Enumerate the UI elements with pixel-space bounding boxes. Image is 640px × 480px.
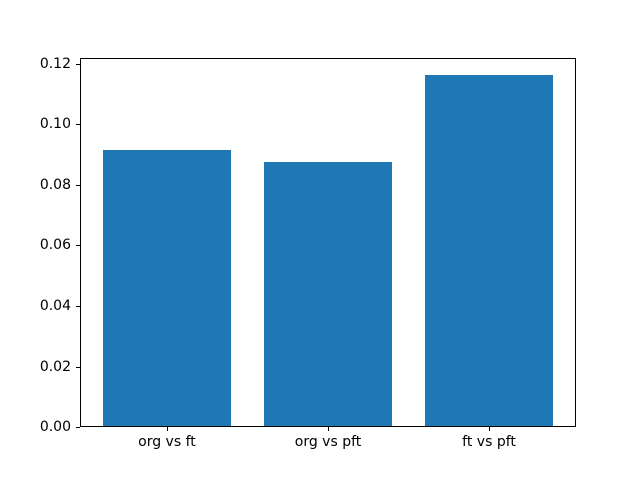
y-tick-mark bbox=[76, 306, 80, 308]
y-tick-mark bbox=[76, 63, 80, 65]
y-tick-mark bbox=[76, 427, 80, 429]
y-tick-label: 0.10 bbox=[39, 116, 71, 133]
y-tick-mark bbox=[76, 124, 80, 126]
x-tick-label: org vs pft bbox=[294, 434, 362, 451]
y-tick-label: 0.06 bbox=[39, 237, 71, 254]
x-tick-label: org vs ft bbox=[138, 434, 196, 451]
y-tick-label: 0.04 bbox=[39, 298, 71, 315]
y-tick-label: 0.12 bbox=[39, 55, 71, 72]
y-tick-label: 0.00 bbox=[39, 419, 71, 436]
bar-org-vs-ft bbox=[102, 150, 232, 428]
bar-ft-vs-pft bbox=[424, 74, 554, 428]
y-tick-mark bbox=[76, 366, 80, 368]
y-tick-label: 0.02 bbox=[39, 358, 71, 375]
x-tick-mark bbox=[489, 427, 491, 432]
y-tick-mark bbox=[76, 184, 80, 186]
x-tick-mark bbox=[328, 427, 329, 432]
x-tick-mark bbox=[166, 427, 168, 432]
bar-org-vs-pft bbox=[263, 161, 393, 428]
y-tick-label: 0.08 bbox=[39, 176, 71, 193]
y-tick-mark bbox=[76, 245, 80, 247]
x-tick-label: ft vs pft bbox=[462, 434, 516, 451]
